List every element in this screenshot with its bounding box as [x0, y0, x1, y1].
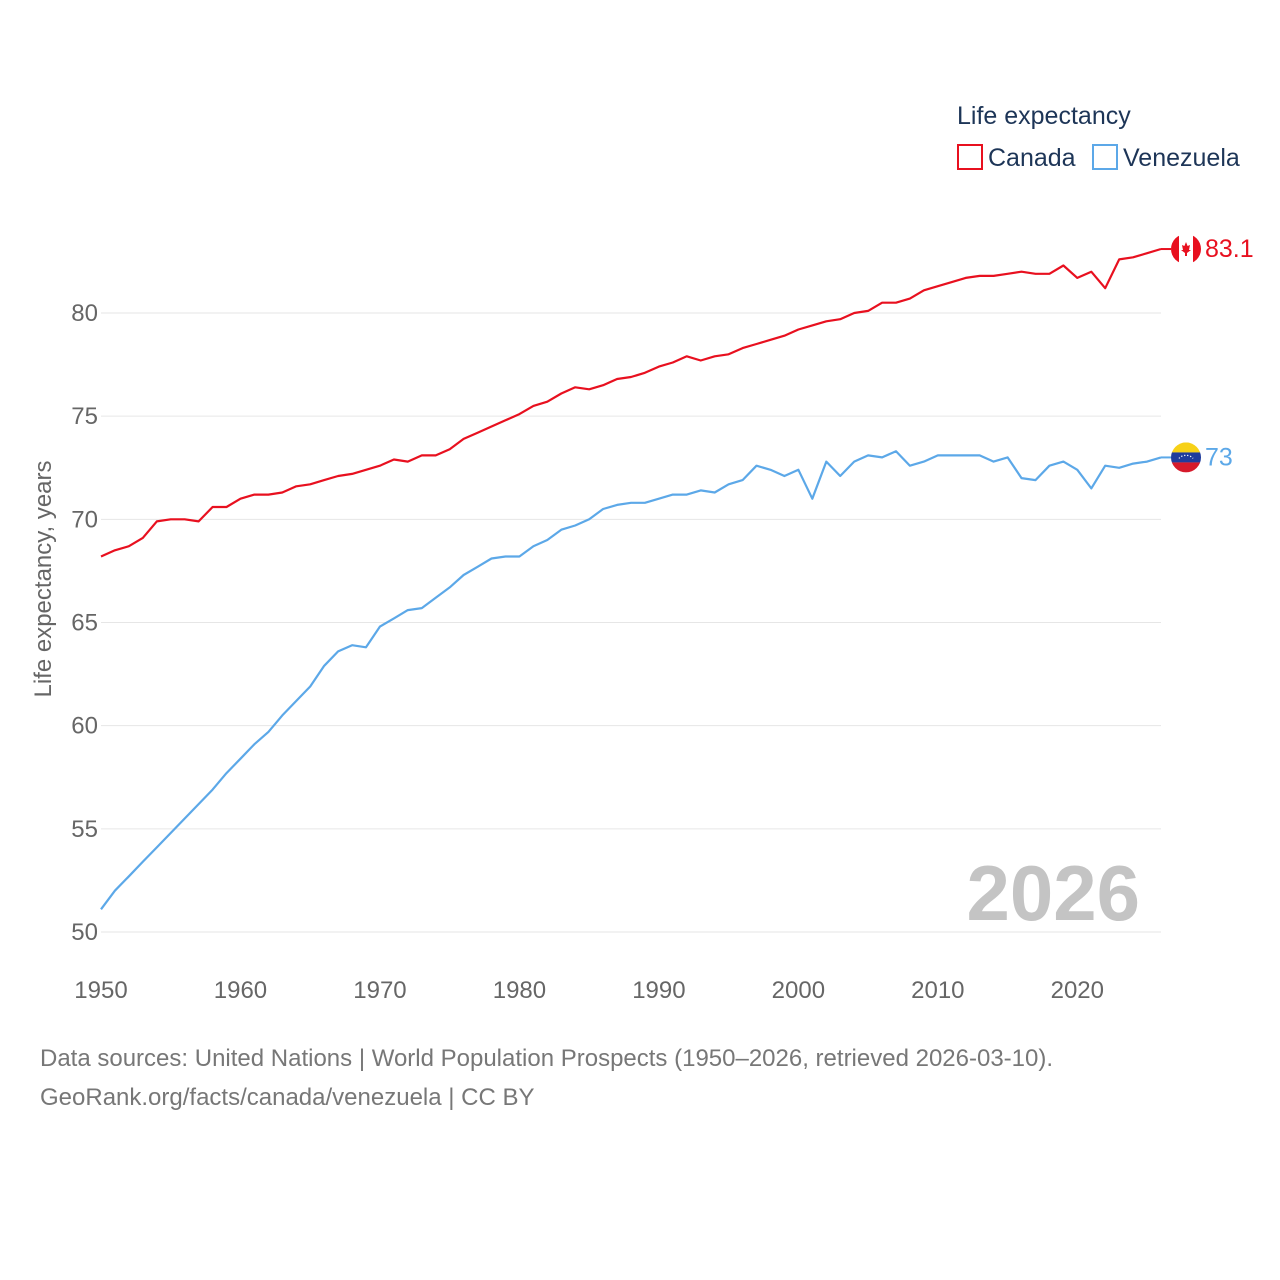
y-tick-75: 75: [71, 403, 98, 430]
x-axis-ticks: 1950 1960 1970 1980 1990 2000 2010 2020: [74, 977, 1104, 1004]
legend-label-canada: Canada: [988, 144, 1076, 172]
venezuela-flag-icon: [1171, 442, 1201, 473]
x-tick-2000: 2000: [772, 977, 825, 1004]
x-tick-1980: 1980: [493, 977, 546, 1004]
end-value-venezuela: 73: [1205, 443, 1233, 471]
y-tick-65: 65: [71, 610, 98, 637]
y-axis-ticks: 50 55 60 65 70 75 80: [71, 300, 98, 946]
x-tick-1990: 1990: [632, 977, 685, 1004]
legend: Life expectancy Canada Venezuela: [957, 102, 1240, 172]
x-tick-1970: 1970: [353, 977, 406, 1004]
grid: [101, 312, 1161, 933]
legend-swatch-canada: [957, 144, 983, 170]
series-line-canada: [100, 247, 1162, 558]
y-tick-50: 50: [71, 919, 98, 946]
legend-item-canada[interactable]: Canada: [957, 144, 1076, 172]
series-line-venezuela: [100, 450, 1162, 910]
y-tick-80: 80: [71, 300, 98, 327]
legend-label-venezuela: Venezuela: [1123, 144, 1240, 172]
legend-title: Life expectancy: [957, 102, 1131, 130]
y-axis-label: Life expectancy, years: [30, 460, 57, 697]
x-tick-1950: 1950: [74, 977, 127, 1004]
y-tick-55: 55: [71, 816, 98, 843]
source-line-1: Data sources: United Nations | World Pop…: [40, 1045, 1054, 1072]
x-tick-2020: 2020: [1051, 977, 1104, 1004]
end-value-canada: 83.1: [1205, 235, 1254, 263]
legend-swatch-venezuela: [1092, 144, 1118, 170]
y-tick-60: 60: [71, 713, 98, 740]
series-lines: [100, 247, 1171, 910]
x-tick-1960: 1960: [214, 977, 267, 1004]
canada-flag-icon: [1171, 234, 1201, 265]
legend-item-venezuela[interactable]: Venezuela: [1092, 144, 1240, 172]
current-year-label: 2026: [966, 849, 1140, 937]
y-tick-70: 70: [71, 506, 98, 533]
source-line-2[interactable]: GeoRank.org/facts/canada/venezuela | CC …: [40, 1084, 535, 1111]
x-tick-2010: 2010: [911, 977, 964, 1004]
